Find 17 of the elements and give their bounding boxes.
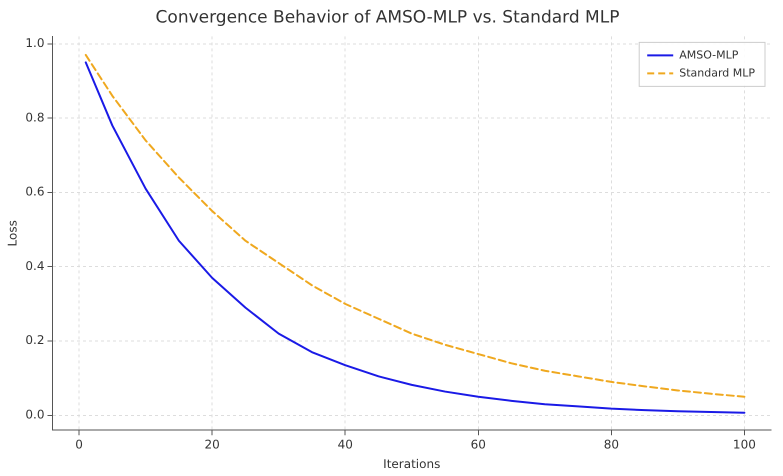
x-tick-label: 40 [338,438,353,452]
y-tick-label: 0.2 [25,333,44,348]
x-tick-label: 60 [470,438,486,452]
y-axis-title: Loss [5,220,20,246]
chart-title: Convergence Behavior of AMSO-MLP vs. Standard MLP [156,8,620,28]
x-tick-label: 80 [604,438,619,452]
y-tick-label: 0.6 [25,184,44,199]
legend-label: Standard MLP [679,66,756,80]
x-axis-title: Iterations [383,456,440,471]
legend-label: AMSO-MLP [679,48,739,62]
x-tick-label: 100 [732,438,756,452]
y-tick-label: 1.0 [25,36,44,50]
y-tick-label: 0.8 [25,110,44,124]
y-tick-label: 0.0 [25,407,44,422]
y-tick-label: 0.4 [25,258,44,273]
x-tick-label: 20 [204,438,220,452]
x-tick-label: 0 [75,438,83,452]
